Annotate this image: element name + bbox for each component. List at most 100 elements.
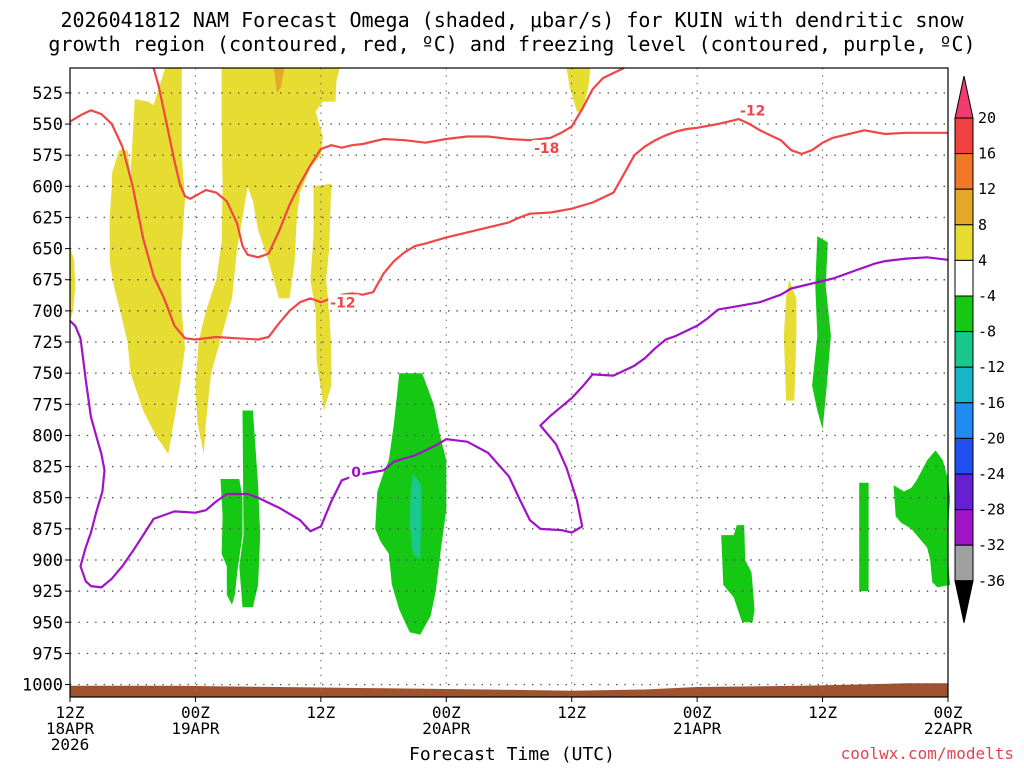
colorbar-segment [954,295,974,333]
colorbar-label: -4 [978,287,996,305]
y-tick-label: 725 [32,333,63,353]
omega-region-9 [239,410,261,608]
omega-region-7 [812,236,831,430]
y-tick-label: 800 [32,426,63,446]
x-tick-label: 00Z [934,703,963,722]
colorbar-segment [954,544,974,582]
omega-region-12 [721,525,755,623]
contour-label-bg [738,102,770,118]
x-tick-label: 00Z [181,703,210,722]
colorbar-segment [954,473,974,511]
contour-lines [69,67,949,589]
colorbar-segment [954,509,974,546]
omega-region-11 [409,472,422,560]
omega-region-4 [566,68,591,112]
contour-label-0: -18 [534,141,559,157]
omega-region-2 [195,68,340,455]
contour-label-3: 0 [351,465,361,481]
ground-layer [70,683,948,697]
x-tick-label: 12Z [808,703,837,722]
colorbar-label: -20 [978,429,1005,447]
colorbar-label: -8 [978,323,996,341]
colorbar-segment [954,331,974,368]
colorbar-label: -32 [978,536,1005,554]
omega-region-8 [220,479,243,605]
colorbar-segment [954,259,974,297]
y-tick-label: 600 [32,177,63,197]
y-tick-label: 850 [32,489,63,509]
y-tick-label: 650 [32,240,63,260]
colorbar-label: -12 [978,358,1005,376]
y-tick-label: 550 [32,115,63,135]
y-tick-label: 675 [32,271,63,291]
chart-title-line-1: 2026041812 NAM Forecast Omega (shaded, μ… [60,8,964,32]
freezing_level_0C-contour [69,256,949,589]
omega-region-6 [783,279,797,401]
x-tick-label: 2026 [51,735,90,754]
colorbar-segment [954,117,974,155]
x-tick-label: 00Z [683,703,712,722]
colorbar-segment [954,366,974,404]
chart-title-line-2: growth region (contoured, red, ºC) and f… [48,32,976,56]
colorbar-label: 12 [978,180,996,198]
colorbar: 20 16 12 8 4 -4 -8 -12 -16 -20 -24 -28 -32 -36 [954,75,1005,623]
omega-region-0 [70,246,76,321]
y-tick-label: 525 [32,84,63,104]
omega-region-13 [859,482,869,592]
grid-lines [70,68,948,697]
colorbar-label: -36 [978,572,1005,590]
y-tick-label: 750 [32,364,63,384]
colorbar-segment [954,402,974,439]
y-tick-label: 575 [32,146,63,166]
y-tick-label: 925 [32,582,63,602]
colorbar-bottom-arrow [954,580,974,623]
credit-text: coolwx.com/modelts [840,744,1014,763]
x-tick-label: 12Z [56,703,85,722]
colorbar-segment [954,188,974,226]
colorbar-label: 8 [978,216,987,234]
x-tick-label: 00Z [432,703,461,722]
colorbar-label: -24 [978,465,1005,483]
contour-label-2: -12 [330,295,355,311]
y-tick-label: 950 [32,613,63,633]
omega-shading [70,68,951,635]
colorbar-top-arrow [954,75,974,119]
y-tick-label: 775 [32,395,63,415]
plot-frame [69,67,949,698]
dgz_upper_-18C-contour [69,109,948,341]
y-tick-label: 875 [32,520,63,540]
y-axis-ticks: 525 550 575 600 625 650 675 700 725 750 775 800 825 8… [22,84,70,696]
colorbar-label: -28 [978,501,1005,519]
y-tick-label: 825 [32,458,63,478]
contour-label-bg [349,463,363,479]
x-tick-label: 12Z [557,703,586,722]
omega-region-14 [893,450,951,588]
x-tick-label: 20APR [422,719,471,738]
x-tick-label: 22APR [924,719,973,738]
colorbar-segment [954,437,974,475]
omega-region-1 [109,68,185,455]
dgz_lower_-12C-contour [152,67,625,259]
x-tick-label: 18APR [46,719,95,738]
omega-region-5 [273,68,285,93]
omega-region-3 [310,183,332,411]
colorbar-label: 4 [978,251,987,269]
x-axis-title: Forecast Time (UTC) [409,744,615,765]
contour-label-bg [328,294,360,310]
y-tick-label: 900 [32,551,63,571]
colorbar-segment [954,153,974,190]
x-tick-label: 19APR [171,719,220,738]
colorbar-label: 20 [978,109,996,127]
x-tick-label: 12Z [306,703,335,722]
contour-label-bg [532,139,564,155]
contour-labels: -18 -12 -12 0 [328,102,770,481]
colorbar-label: 16 [978,145,996,163]
ground-fill [70,683,948,697]
x-tick-label: 21APR [673,719,722,738]
y-tick-label: 700 [32,302,63,322]
colorbar-segment [954,224,974,261]
contour-label-1: -12 [740,104,765,120]
y-tick-label: 975 [32,644,63,664]
